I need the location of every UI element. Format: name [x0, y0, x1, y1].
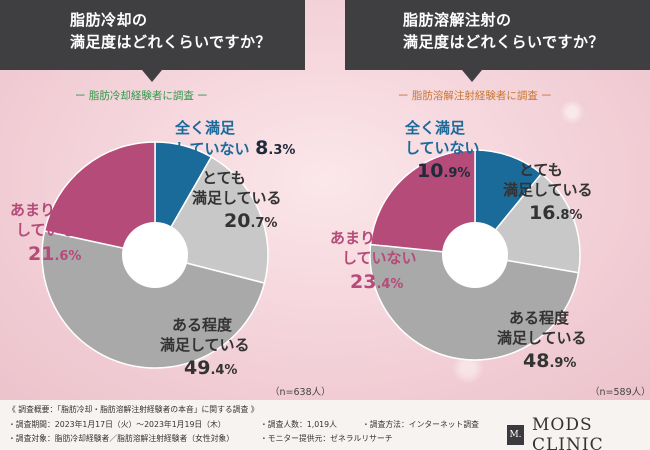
left-label-not-at-all-line1: 全く満足	[175, 119, 236, 137]
left-pct-somewhat-int: 49	[184, 357, 211, 379]
left-title-line1: 脂肪冷却の	[70, 11, 148, 29]
right-label-not-very-line2: していない	[342, 249, 417, 267]
right-title-line2: 満足度はどれくらいですか？	[403, 33, 605, 51]
right-pct-not-at-all-dec: .9%	[443, 166, 471, 181]
clinic-logo: M. MODS CLINIC	[507, 415, 650, 450]
right-pct-very-int: 16	[529, 202, 556, 224]
clinic-logo-mark: M.	[507, 425, 525, 445]
right-pct-not-very-dec: .4%	[376, 277, 404, 292]
left-label-very-line2: 満足している	[192, 189, 282, 207]
left-pct-very-dec: .7%	[250, 216, 278, 231]
right-slice-somewhat	[369, 243, 580, 361]
left-label-not-very-line1: あまり満足	[10, 201, 86, 219]
left-label-not-at-all: 全く満足 していない 8.3%	[175, 118, 295, 161]
donut-charts	[41, 141, 581, 369]
right-label-very: とても 満足している 16.8%	[503, 160, 593, 226]
right-label-not-at-all: 全く満足 していない 10.9%	[405, 118, 480, 184]
left-subtitle: ー 脂肪冷却経験者に調査 ー	[75, 90, 208, 102]
right-label-very-line2: 満足している	[503, 181, 593, 199]
right-label-somewhat-line2: 満足している	[497, 329, 587, 347]
right-label-very-line1: とても	[519, 161, 563, 179]
left-banner-pointer	[142, 70, 162, 82]
right-slice-not-very	[369, 149, 476, 256]
right-title-banner: 脂肪溶解注射の 満足度はどれくらいですか？	[345, 0, 650, 70]
survey-footer: 《 調査概要：「脂肪冷却・脂肪溶解注射経験者の本音」に関する調査 》 ・調査期間…	[0, 400, 650, 450]
right-subtitle: ー 脂肪溶解注射経験者に調査 ー	[398, 90, 552, 102]
right-label-somewhat: ある程度 満足している 48.9%	[497, 308, 587, 374]
left-pct-somewhat-dec: .4%	[210, 363, 238, 378]
left-pct-very-int: 20	[224, 210, 251, 232]
left-title-line2: 満足度はどれくらいですか？	[70, 33, 272, 51]
left-label-very: とても 満足している 20.7%	[192, 168, 282, 234]
right-label-not-very-line1: あまり満足	[330, 229, 406, 247]
right-title-line1: 脂肪溶解注射の	[403, 11, 512, 29]
right-pct-somewhat-dec: .9%	[549, 356, 577, 371]
right-label-somewhat-line1: ある程度	[509, 309, 570, 327]
right-pct-not-at-all-int: 10	[417, 160, 444, 182]
left-pct-not-very-dec: .6%	[54, 249, 82, 264]
left-label-not-very: あまり満足 していない 21.6%	[10, 200, 91, 267]
footer-subjects: ・調査対象：脂肪冷却経験者／脂肪溶解注射経験者（女性対象）	[8, 434, 235, 443]
footer-period: ・調査期間：2023年1月17日（火）～2023年1月19日（木）	[8, 420, 226, 429]
left-sample-size: （n=638人）	[270, 387, 331, 398]
footer-provider: ・モニター提供元：ゼネラルリサーチ	[260, 434, 393, 443]
left-pct-not-at-all-dec: .3%	[268, 143, 296, 158]
left-label-not-at-all-line2: していない	[175, 140, 250, 158]
right-pct-somewhat-int: 48	[523, 350, 550, 372]
right-label-not-very: あまり満足 していない 23.4%	[330, 228, 417, 295]
left-donut-hole	[122, 222, 188, 288]
left-pct-not-very-int: 21	[28, 243, 55, 265]
footer-method: ・調査方法：インターネット調査	[362, 420, 479, 429]
left-slice-somewhat	[41, 230, 266, 369]
footer-heading: 《 調査概要：「脂肪冷却・脂肪溶解注射経験者の本音」に関する調査 》	[8, 405, 259, 414]
right-sample-size: （n=589人）	[590, 387, 650, 398]
left-pct-not-at-all-int: 8	[255, 137, 269, 159]
left-label-very-line1: とても	[202, 169, 246, 187]
left-label-somewhat-line2: 満足している	[160, 336, 250, 354]
right-label-not-at-all-line1: 全く満足	[405, 119, 466, 137]
right-label-not-at-all-line2: していない	[405, 139, 480, 157]
left-label-somewhat: ある程度 満足している 49.4%	[160, 315, 250, 381]
left-label-not-very-line2: していない	[16, 221, 91, 239]
right-pct-not-very-int: 23	[350, 271, 377, 293]
right-donut-hole	[442, 222, 508, 288]
left-title-banner: 脂肪冷却の 満足度はどれくらいですか？	[0, 0, 305, 70]
left-slice-not-very	[43, 141, 156, 256]
footer-count: ・調査人数：1,019人	[260, 420, 337, 429]
left-label-somewhat-line1: ある程度	[172, 316, 233, 334]
right-banner-pointer	[462, 70, 482, 82]
clinic-logo-text: MODS CLINIC	[532, 415, 604, 450]
right-pct-very-dec: .8%	[555, 208, 583, 223]
